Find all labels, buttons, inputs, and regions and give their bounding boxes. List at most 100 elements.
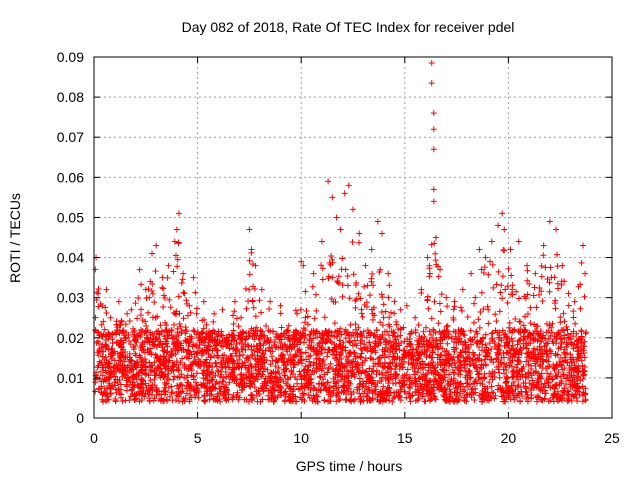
data-point (385, 339, 392, 346)
data-point (235, 381, 242, 388)
data-point (333, 392, 340, 399)
data-point (539, 358, 546, 365)
data-point (428, 60, 435, 67)
data-point (339, 368, 346, 375)
data-point (232, 350, 239, 357)
data-point (155, 357, 162, 364)
data-point (152, 268, 159, 275)
data-point (444, 378, 451, 385)
data-point (112, 376, 119, 383)
data-point (110, 370, 117, 377)
data-point (118, 317, 125, 324)
data-point (494, 351, 501, 358)
data-point (503, 385, 510, 392)
data-point (544, 276, 551, 283)
data-point (510, 373, 517, 380)
data-point (264, 334, 271, 341)
data-point (450, 377, 457, 384)
data-point (479, 390, 486, 397)
data-point (200, 375, 207, 381)
data-point (446, 391, 453, 398)
data-point (166, 296, 173, 303)
data-point (373, 371, 380, 378)
data-point (526, 380, 533, 387)
data-point (98, 359, 105, 366)
data-point (360, 390, 367, 397)
data-point (192, 289, 199, 296)
data-point (517, 318, 524, 325)
data-point (277, 302, 284, 309)
data-point (485, 306, 492, 313)
data-point (246, 226, 253, 233)
data-point (431, 240, 438, 247)
data-point (285, 322, 292, 329)
data-point (334, 279, 341, 286)
data-point (419, 393, 426, 400)
data-point (313, 392, 320, 399)
data-point (163, 340, 170, 347)
data-point (444, 303, 451, 310)
data-point (320, 376, 327, 383)
data-point (356, 383, 363, 390)
data-point (226, 344, 233, 351)
data-point (282, 334, 289, 341)
data-point (176, 310, 183, 317)
data-point (448, 356, 455, 363)
data-point (368, 368, 375, 375)
data-point (314, 334, 321, 341)
data-point (219, 306, 226, 313)
data-point (266, 378, 273, 385)
data-point (108, 391, 115, 398)
data-point (195, 356, 202, 363)
data-point (541, 343, 548, 350)
data-point (148, 384, 155, 391)
data-point (416, 387, 423, 394)
data-point (242, 285, 249, 292)
data-point (362, 383, 369, 390)
data-point (174, 325, 181, 332)
data-point (234, 389, 241, 396)
data-point (166, 357, 173, 364)
data-point (457, 371, 464, 378)
data-point (472, 294, 479, 301)
data-point (407, 384, 414, 391)
data-point (220, 374, 227, 381)
data-point (332, 344, 339, 351)
data-point (298, 350, 305, 357)
data-point (503, 375, 510, 382)
data-point (474, 330, 481, 337)
data-point (575, 363, 582, 370)
data-point (191, 328, 198, 335)
data-point (209, 370, 216, 377)
data-point (269, 357, 276, 364)
data-point (428, 315, 435, 322)
data-point (424, 393, 431, 400)
data-point (277, 333, 284, 340)
data-point (496, 369, 503, 376)
data-point (112, 386, 119, 393)
data-point (423, 390, 430, 397)
data-point (321, 314, 328, 321)
data-point (565, 388, 572, 395)
data-point (292, 335, 299, 342)
data-point (558, 282, 565, 289)
data-point (138, 306, 145, 313)
data-point (381, 328, 388, 335)
data-point (292, 307, 299, 314)
data-point (425, 305, 432, 312)
data-point (479, 341, 486, 348)
data-point (386, 282, 393, 289)
data-point (283, 380, 290, 387)
data-point (336, 352, 343, 359)
data-point (447, 381, 454, 388)
data-point (94, 289, 101, 296)
data-point (306, 358, 313, 365)
data-point (458, 307, 465, 314)
data-point (530, 347, 537, 354)
data-point (269, 392, 276, 399)
data-point (441, 360, 448, 367)
data-point (126, 350, 133, 357)
data-point (325, 346, 332, 353)
data-point (419, 343, 426, 350)
data-point (453, 384, 460, 391)
